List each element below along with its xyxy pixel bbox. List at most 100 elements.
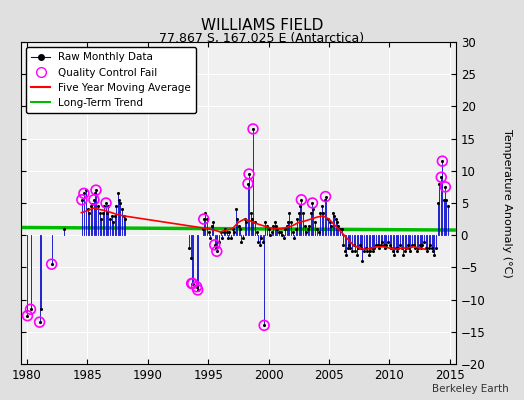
Point bbox=[441, 184, 450, 190]
Point bbox=[406, 248, 414, 254]
Point bbox=[330, 213, 338, 219]
Point bbox=[296, 203, 304, 210]
Point bbox=[189, 280, 197, 287]
Point bbox=[209, 219, 217, 226]
Point bbox=[103, 210, 111, 216]
Point bbox=[357, 245, 365, 251]
Point bbox=[192, 284, 201, 290]
Point bbox=[249, 126, 257, 132]
Point bbox=[228, 226, 237, 232]
Point bbox=[329, 210, 337, 216]
Point bbox=[200, 216, 208, 222]
Point bbox=[372, 242, 380, 248]
Point bbox=[394, 245, 402, 251]
Point bbox=[335, 226, 344, 232]
Point bbox=[211, 242, 219, 248]
Point bbox=[430, 251, 439, 258]
Point bbox=[235, 222, 243, 229]
Point bbox=[48, 261, 56, 267]
Point bbox=[260, 322, 268, 328]
Point bbox=[36, 319, 44, 325]
Point bbox=[302, 229, 311, 235]
Point bbox=[200, 216, 208, 222]
Point bbox=[239, 235, 247, 242]
Point bbox=[265, 226, 274, 232]
Point bbox=[442, 196, 451, 203]
Point bbox=[268, 229, 276, 235]
Point bbox=[251, 219, 259, 226]
Point bbox=[423, 248, 431, 254]
Point bbox=[413, 248, 421, 254]
Point bbox=[102, 200, 110, 206]
Point bbox=[333, 222, 342, 229]
Point bbox=[60, 226, 68, 232]
Point bbox=[213, 248, 221, 254]
Point bbox=[399, 251, 407, 258]
Point bbox=[440, 196, 449, 203]
Point bbox=[211, 242, 219, 248]
Point bbox=[272, 222, 280, 229]
Point bbox=[23, 312, 31, 319]
Point bbox=[109, 219, 117, 226]
Point bbox=[247, 210, 255, 216]
Point bbox=[290, 235, 299, 242]
Point bbox=[204, 229, 213, 235]
Point bbox=[301, 222, 310, 229]
Point bbox=[212, 245, 220, 251]
Point bbox=[369, 248, 377, 254]
Point bbox=[245, 171, 253, 177]
Point bbox=[347, 248, 356, 254]
Point bbox=[260, 322, 268, 328]
Point bbox=[417, 245, 425, 251]
Point bbox=[285, 210, 293, 216]
Point bbox=[293, 216, 302, 222]
Point bbox=[244, 180, 252, 187]
Point bbox=[281, 226, 289, 232]
Point bbox=[390, 251, 398, 258]
Point bbox=[88, 201, 96, 208]
Point bbox=[326, 222, 335, 229]
Point bbox=[232, 206, 240, 213]
Legend: Raw Monthly Data, Quality Control Fail, Five Year Moving Average, Long-Term Tren: Raw Monthly Data, Quality Control Fail, … bbox=[26, 47, 196, 113]
Point bbox=[193, 287, 202, 293]
Point bbox=[106, 216, 114, 222]
Point bbox=[299, 210, 308, 216]
Point bbox=[26, 306, 35, 312]
Point bbox=[355, 242, 364, 248]
Point bbox=[381, 245, 389, 251]
Point bbox=[269, 222, 277, 229]
Point bbox=[97, 216, 105, 222]
Point bbox=[259, 238, 267, 245]
Point bbox=[414, 245, 422, 251]
Point bbox=[187, 254, 195, 261]
Point bbox=[36, 319, 44, 325]
Point bbox=[203, 216, 211, 222]
Point bbox=[78, 196, 86, 203]
Text: 77.867 S, 167.025 E (Antarctica): 77.867 S, 167.025 E (Antarctica) bbox=[159, 32, 365, 45]
Point bbox=[82, 187, 90, 193]
Point bbox=[96, 210, 104, 216]
Point bbox=[444, 203, 453, 210]
Point bbox=[201, 210, 209, 216]
Point bbox=[434, 200, 442, 206]
Point bbox=[289, 229, 298, 235]
Point bbox=[365, 251, 373, 258]
Point bbox=[108, 213, 116, 219]
Point bbox=[319, 210, 328, 216]
Point bbox=[422, 245, 430, 251]
Point bbox=[273, 226, 281, 232]
Text: Berkeley Earth: Berkeley Earth bbox=[432, 384, 508, 394]
Point bbox=[311, 219, 320, 226]
Point bbox=[380, 242, 388, 248]
Point bbox=[393, 248, 401, 254]
Point bbox=[284, 219, 292, 226]
Point bbox=[351, 248, 359, 254]
Point bbox=[309, 206, 318, 213]
Point bbox=[316, 210, 325, 216]
Point bbox=[343, 245, 352, 251]
Point bbox=[220, 229, 228, 235]
Point bbox=[213, 248, 221, 254]
Point bbox=[432, 245, 441, 251]
Point bbox=[37, 306, 45, 312]
Point bbox=[221, 226, 229, 232]
